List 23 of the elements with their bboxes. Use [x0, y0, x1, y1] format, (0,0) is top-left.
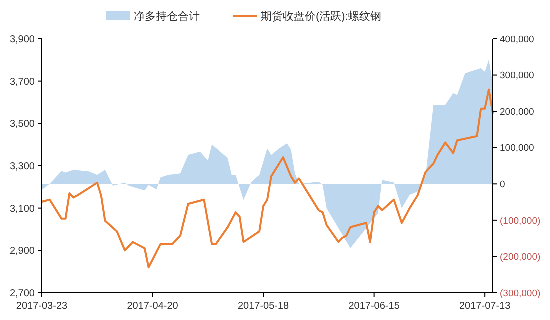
y2-tick-label: (100,000) [500, 216, 541, 227]
line-series [41, 88, 494, 269]
y2-tick-label: 300,000 [500, 70, 534, 82]
y2-tick-label: 400,000 [500, 34, 534, 46]
y2-tick-label: 200,000 [500, 106, 534, 118]
legend-label: 净多持仓合计 [134, 10, 200, 23]
y2-tick-label: (300,000) [500, 288, 541, 300]
y-tick-label: 3,900 [10, 34, 36, 46]
y-tick-label: 3,700 [10, 76, 36, 88]
x-tick-label: 2017-06-15 [348, 301, 400, 312]
x-tick-label: 2017-07-13 [460, 301, 512, 312]
x-tick-label: 2017-04-20 [127, 301, 179, 312]
y2-tick-label: (200,000) [500, 252, 541, 264]
x-tick-label: 2017-03-23 [16, 301, 68, 312]
x-tick-label: 2017-05-18 [238, 301, 290, 312]
y-tick-label: 2,700 [10, 288, 36, 300]
y-tick-label: 3,300 [10, 162, 36, 172]
y2-tick-label: 100,000 [500, 143, 534, 154]
y-tick-label: 3,500 [10, 119, 36, 130]
y2-tick-label: 0 [500, 179, 506, 190]
y-tick-label: 2,900 [10, 246, 36, 258]
y-tick-label: 3,100 [10, 204, 36, 215]
legend-label: 期货收盘价(活跃):螺纹钢 [261, 10, 382, 23]
